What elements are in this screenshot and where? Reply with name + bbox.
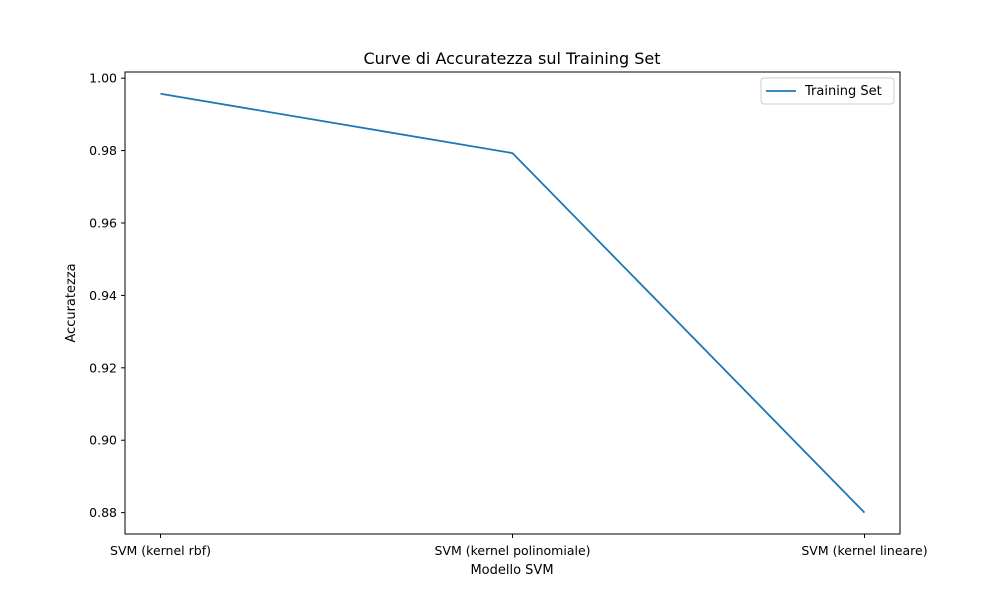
x-tick-label: SVM (kernel lineare) [801,543,927,558]
plot-frame [124,71,901,535]
x-axis: SVM (kernel rbf) SVM (kernel polinomiale)… [110,534,928,558]
chart-title: Curve di Accuratezza sul Training Set [363,49,660,68]
y-tick-label: 0.98 [89,143,117,158]
series-line-training-set [160,92,866,514]
y-tick-label: 0.96 [89,215,117,230]
y-tick-label: 0.88 [89,505,117,520]
y-axis: 0.88 0.90 0.92 0.94 0.96 0.98 1.00 [89,71,125,520]
legend: Training Set [760,77,895,105]
y-tick-label: 0.94 [89,288,117,303]
x-tick-label: SVM (kernel polinomiale) [434,543,590,558]
x-tick-label: SVM (kernel rbf) [110,543,211,558]
x-axis-label: Modello SVM [470,563,553,578]
y-tick-label: 1.00 [89,71,117,86]
y-tick-label: 0.92 [89,360,117,375]
series-layer [160,92,866,514]
legend-label-training-set: Training Set [804,84,882,99]
legend-box [760,77,895,105]
y-tick-label: 0.90 [89,433,117,448]
y-axis-label: Accuratezza [64,263,79,342]
